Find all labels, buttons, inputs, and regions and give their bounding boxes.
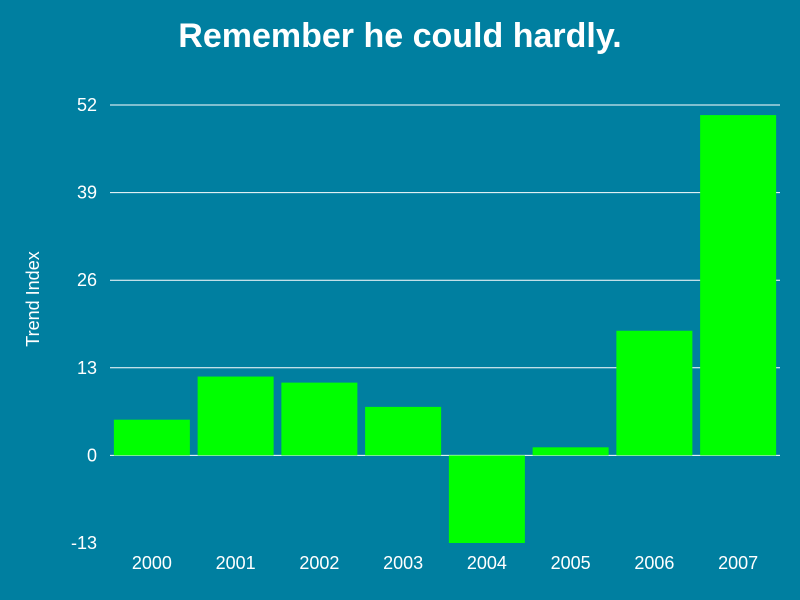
x-tick-label: 2007 (718, 553, 758, 573)
x-tick-labels: 2000 2001 2002 2003 2004 2005 2006 2007 (132, 553, 758, 573)
x-tick-label: 2004 (467, 553, 507, 573)
x-tick-label: 2003 (383, 553, 423, 573)
y-tick-label: 39 (77, 183, 97, 203)
bar-2004 (448, 455, 525, 543)
bar-2007 (700, 115, 777, 456)
y-tick-label: 0 (87, 445, 97, 465)
bar-2000 (113, 419, 190, 456)
chart-title: Remember he could hardly. (178, 17, 621, 55)
bar-2006 (616, 330, 693, 456)
y-tick-label: 52 (77, 95, 97, 115)
x-tick-label: 2000 (132, 553, 172, 573)
y-tick-label: 13 (77, 358, 97, 378)
x-tick-label: 2001 (216, 553, 256, 573)
bars (113, 115, 777, 543)
bar-2005 (532, 447, 609, 456)
y-tick-labels: -13 0 13 26 39 52 (71, 95, 97, 553)
bar-2003 (365, 406, 442, 456)
bar-2002 (281, 382, 358, 456)
y-axis-label: Trend Index (23, 251, 43, 346)
x-tick-label: 2006 (634, 553, 674, 573)
x-tick-label: 2005 (551, 553, 591, 573)
bar-2001 (197, 376, 274, 456)
y-tick-label: 26 (77, 270, 97, 290)
x-tick-label: 2002 (299, 553, 339, 573)
y-tick-label: -13 (71, 533, 97, 553)
